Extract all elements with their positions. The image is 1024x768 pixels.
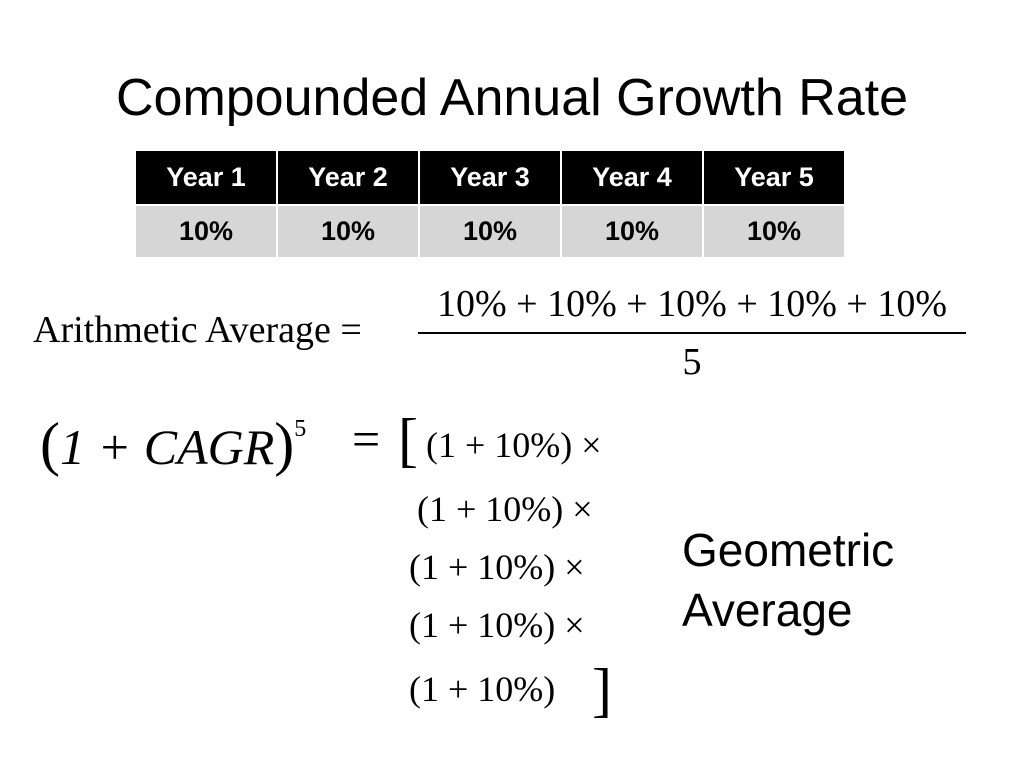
product-term: (1 + 10%) × (417, 489, 593, 529)
table-header-cell: Year 4 (561, 151, 704, 205)
table-header-cell: Year 2 (277, 151, 420, 205)
exponent: 5 (294, 416, 307, 442)
geometric-label-line: Geometric (682, 524, 895, 576)
yearly-growth-table: Year 1 Year 2 Year 3 Year 4 Year 5 10% 1… (136, 151, 844, 257)
geometric-label-line: Average (682, 584, 853, 636)
product-term: (1 + 10%) (409, 669, 556, 709)
close-paren: ) (274, 411, 295, 477)
close-bracket: ] (592, 657, 612, 723)
open-bracket: [ (398, 407, 418, 473)
table-cell: 10% (703, 204, 844, 257)
geometric-average-label: Geometric Average (682, 520, 894, 640)
open-paren: ( (40, 411, 60, 477)
equals-sign: = (352, 411, 381, 467)
table-header-cell: Year 5 (703, 151, 844, 205)
table-header-cell: Year 3 (419, 151, 562, 205)
table-cell: 10% (277, 204, 420, 257)
arithmetic-average-label: Arithmetic Average = (33, 309, 362, 351)
product-term: (1 + 10%) × (426, 425, 602, 465)
slide-title: Compounded Annual Growth Rate (115, 69, 909, 127)
table-cell: 10% (136, 204, 278, 257)
product-term: (1 + 10%) × (409, 605, 585, 645)
fraction-numerator: 10% + 10% + 10% + 10% + 10% (437, 283, 947, 325)
table-header-cell: Year 1 (136, 151, 278, 205)
table-header-row: Year 1 Year 2 Year 3 Year 4 Year 5 (136, 151, 844, 205)
fraction-bar (418, 332, 966, 334)
cagr-body: 1 + CAGR (59, 419, 275, 475)
table-cell: 10% (419, 204, 562, 257)
table-row: 10% 10% 10% 10% 10% (136, 204, 844, 257)
table-cell: 10% (561, 204, 704, 257)
fraction-denominator: 5 (682, 341, 702, 383)
cagr-expression: (1 + CAGR)5 (40, 410, 306, 479)
product-term: (1 + 10%) × (409, 547, 585, 587)
